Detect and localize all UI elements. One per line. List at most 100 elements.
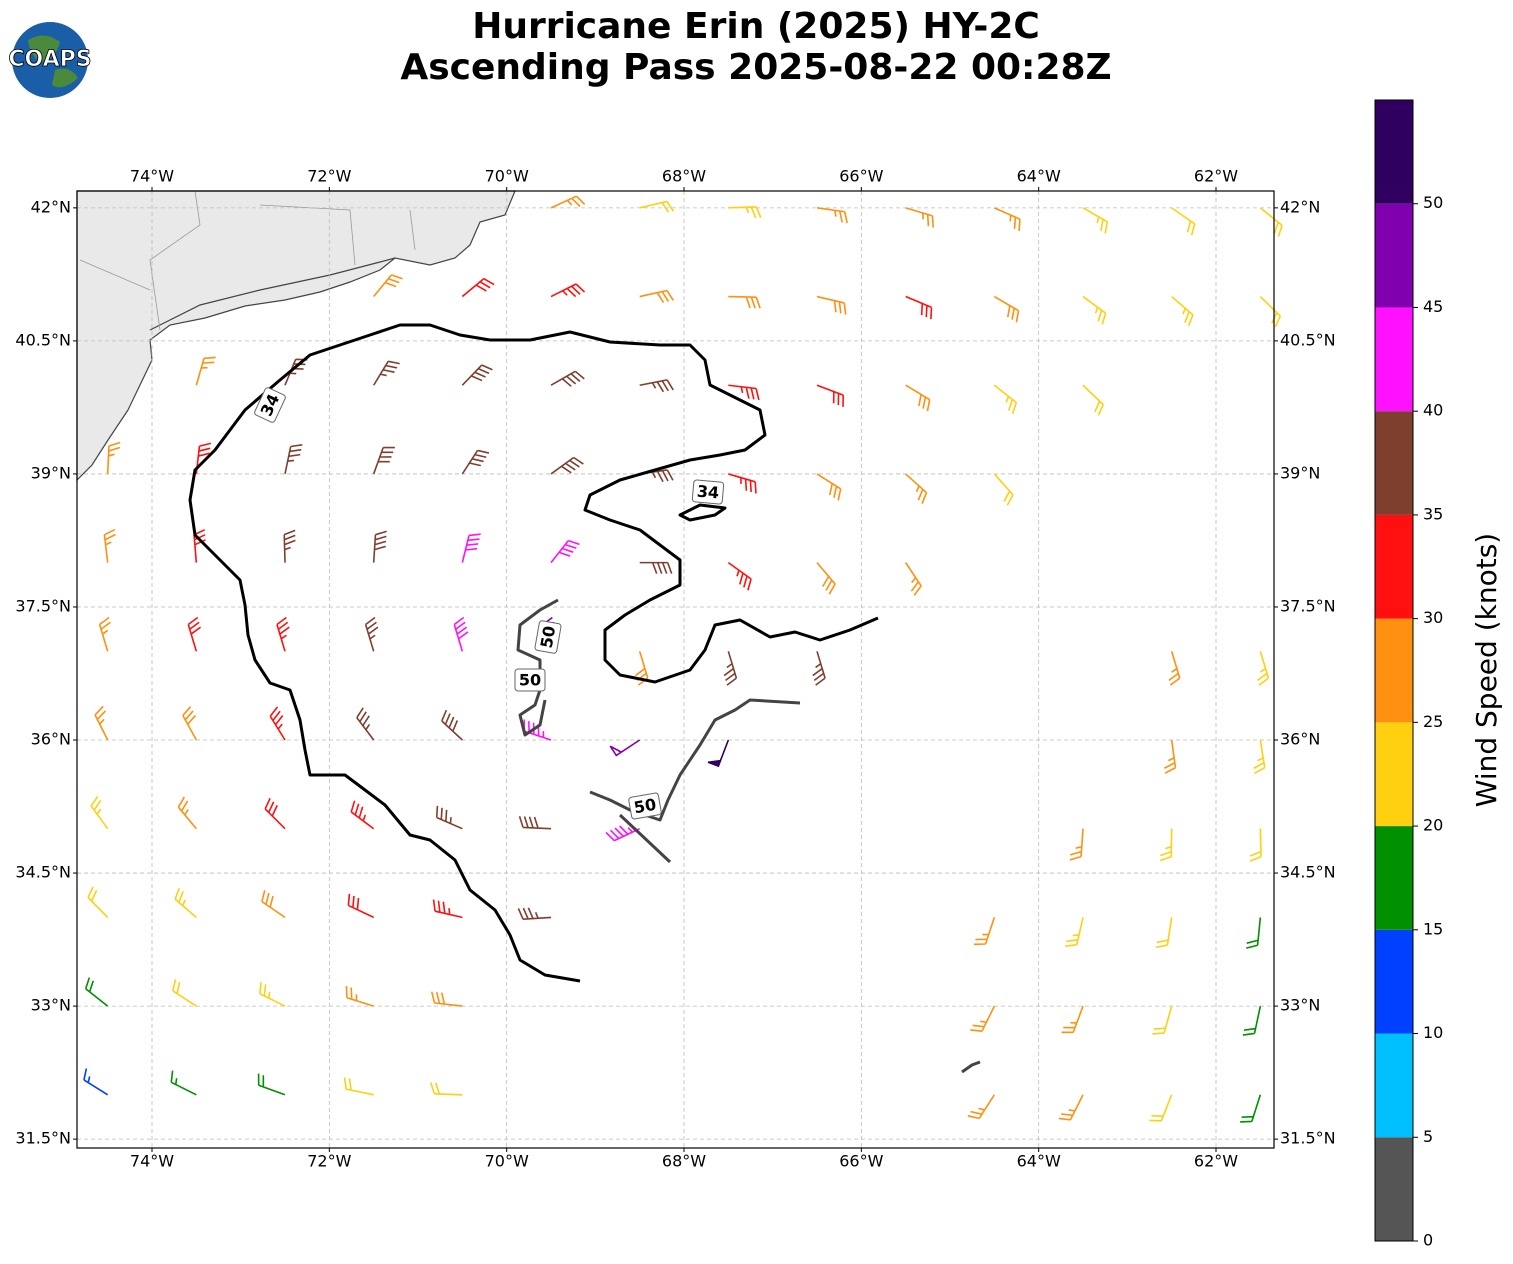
wind-barb bbox=[276, 616, 290, 652]
wind-barb bbox=[639, 561, 673, 574]
wind-barb bbox=[1253, 739, 1266, 775]
wind-barb bbox=[639, 289, 674, 303]
contour-label-box bbox=[254, 387, 286, 423]
wind-barb bbox=[283, 529, 296, 563]
axes: 74°W 74°W 72°W 72°W 70°W 70°W 68°W 68°W 66°W 66°W… bbox=[15, 167, 1335, 1171]
wind-barb bbox=[816, 562, 836, 595]
colorbar-bin bbox=[1375, 929, 1413, 1034]
wind-barb bbox=[1069, 828, 1084, 861]
contour-label-box bbox=[628, 792, 662, 820]
y-tick-label: 40.5°N bbox=[1280, 330, 1336, 349]
colorbar-tick-label: 45 bbox=[1423, 297, 1443, 316]
wind-barb bbox=[435, 805, 463, 830]
wind-barb bbox=[550, 195, 586, 209]
wind-barb bbox=[605, 825, 641, 842]
colorbar-bin bbox=[1375, 514, 1413, 619]
wind-barb bbox=[517, 907, 552, 920]
wind-barb bbox=[993, 473, 1014, 506]
wind-barb bbox=[284, 444, 303, 475]
colorbar-bin bbox=[1375, 411, 1413, 515]
contour-label: 50 bbox=[514, 668, 546, 692]
wind-barb bbox=[461, 533, 481, 563]
wind-barb bbox=[816, 384, 844, 407]
y-tick-label: 31.5°N bbox=[15, 1129, 71, 1148]
wind-barb bbox=[187, 616, 202, 652]
wind-barb bbox=[634, 651, 649, 686]
colorbar-bin bbox=[1375, 1033, 1413, 1138]
contour-34kt bbox=[188, 323, 879, 983]
x-tick-label: 72°W bbox=[307, 1152, 351, 1171]
wind-barb bbox=[550, 539, 580, 564]
colorbar-bin bbox=[1375, 1137, 1413, 1241]
wind-barb bbox=[195, 442, 212, 475]
x-tick-label: 64°W bbox=[1017, 167, 1061, 186]
colorbar: 0 5 10 15 20 25 30 35 40 45 50 bbox=[1374, 99, 1443, 1250]
x-tick-label: 70°W bbox=[485, 1152, 529, 1171]
wind-barb bbox=[639, 379, 674, 393]
state-borders bbox=[79, 190, 416, 331]
wind-barb bbox=[550, 283, 586, 298]
wind-barb bbox=[461, 364, 493, 386]
wind-barb bbox=[816, 207, 848, 224]
contour-label: 34 bbox=[254, 387, 286, 423]
wind-barb bbox=[1082, 207, 1109, 234]
wind-barb bbox=[812, 651, 826, 686]
wind-barb bbox=[461, 449, 490, 475]
wind-barb bbox=[994, 207, 1021, 231]
wind-barb bbox=[90, 795, 109, 830]
wind-barb bbox=[356, 707, 375, 741]
wind-barb bbox=[967, 1094, 996, 1120]
x-tick-label: 62°W bbox=[1194, 1152, 1238, 1171]
wind-barb bbox=[264, 797, 286, 830]
x-tick-label: 72°W bbox=[307, 167, 351, 186]
y-tick-label: 33°N bbox=[31, 996, 71, 1015]
colorbar-bin bbox=[1375, 722, 1413, 827]
wind-barb bbox=[727, 561, 752, 591]
y-tick-label: 42°N bbox=[1280, 197, 1320, 216]
bermuda bbox=[961, 1060, 981, 1074]
wind-barb bbox=[1082, 295, 1107, 325]
x-tick-label: 70°W bbox=[485, 167, 529, 186]
wind-barbs bbox=[83, 195, 1283, 1123]
contour-label-text: 50 bbox=[632, 795, 657, 818]
contour-50kt bbox=[589, 698, 801, 864]
wind-barb bbox=[257, 1073, 286, 1096]
x-tick-label: 66°W bbox=[839, 167, 883, 186]
x-tick-label: 64°W bbox=[1017, 1152, 1061, 1171]
wind-barb bbox=[1242, 1005, 1262, 1036]
colorbar-tick-label: 50 bbox=[1423, 193, 1443, 212]
colorbar-tick-label: 20 bbox=[1423, 816, 1443, 835]
wind-barb bbox=[103, 528, 116, 563]
wind-barb bbox=[373, 274, 403, 298]
contour-label-text: 50 bbox=[519, 671, 541, 690]
wind-barb bbox=[94, 705, 109, 741]
wind-barb bbox=[970, 1005, 996, 1033]
wind-barb bbox=[1249, 828, 1262, 862]
wind-barb bbox=[83, 1068, 109, 1096]
chart-subtitle: Ascending Pass 2025-08-22 00:28Z bbox=[400, 47, 1111, 88]
wind-barb bbox=[1259, 207, 1283, 237]
y-tick-label: 39°N bbox=[31, 463, 71, 482]
contour-label: 34 bbox=[691, 479, 725, 505]
contour-label: 50 bbox=[534, 620, 562, 654]
wind-barb bbox=[1164, 739, 1177, 774]
wind-barb bbox=[1152, 1005, 1173, 1035]
y-tick-label: 31.5°N bbox=[1280, 1129, 1336, 1148]
wind-barb bbox=[372, 530, 387, 563]
y-tick-label: 42°N bbox=[31, 197, 71, 216]
wind-barb bbox=[259, 982, 286, 1007]
wind-barb bbox=[973, 917, 996, 946]
wind-barb bbox=[430, 991, 463, 1007]
contour-label-text: 50 bbox=[537, 624, 560, 649]
wind-barb bbox=[1159, 828, 1173, 862]
wind-barb bbox=[728, 384, 760, 401]
contour-label: 50 bbox=[628, 792, 662, 820]
wind-barb bbox=[1065, 917, 1084, 947]
wind-barb bbox=[728, 206, 762, 219]
y-tick-label: 33°N bbox=[1280, 996, 1320, 1015]
wind-barb bbox=[639, 200, 675, 213]
contour-34kt-loop bbox=[678, 503, 727, 522]
x-tick-label: 68°W bbox=[662, 1152, 706, 1171]
long-island bbox=[149, 257, 396, 331]
wind-barb bbox=[364, 616, 379, 652]
